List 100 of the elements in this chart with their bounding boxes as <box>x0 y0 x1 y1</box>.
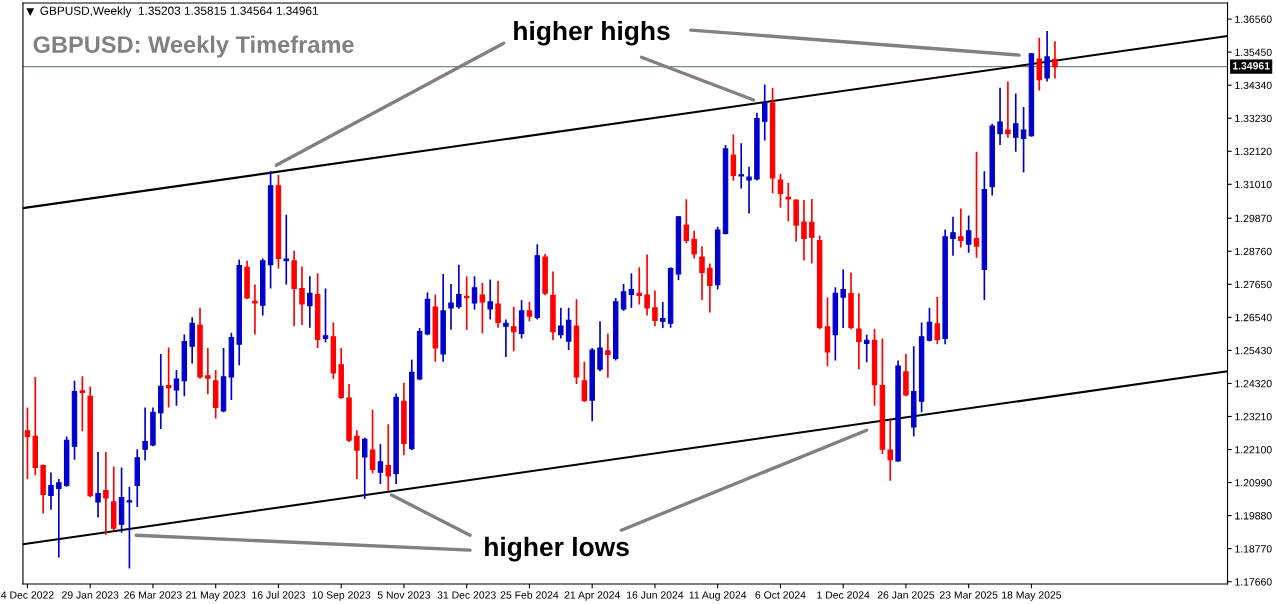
candlestick <box>526 301 533 323</box>
candlestick <box>283 213 290 286</box>
y-tick-label: 1.33230 <box>1235 114 1272 123</box>
candlestick <box>558 306 564 340</box>
x-tick-label: 21 Apr 2024 <box>564 591 620 601</box>
x-tick-label: 11 Aug 2024 <box>689 591 747 601</box>
candlestick <box>620 283 627 312</box>
candlestick <box>189 316 195 365</box>
candlestick <box>997 87 1003 146</box>
candlestick <box>628 272 635 309</box>
candlestick <box>707 262 713 314</box>
candlestick <box>965 214 972 254</box>
x-tick-label: 26 Mar 2023 <box>124 591 182 599</box>
candlestick <box>95 451 101 519</box>
candlestick <box>934 295 941 345</box>
x-tick-label: 4 Dec 2022 <box>1 591 54 599</box>
x-tick-label: 26 Jan 2025 <box>877 591 935 599</box>
y-tick-label: 1.18770 <box>1235 545 1272 553</box>
candlestick <box>809 198 815 265</box>
x-tick-label: 25 Feb 2024 <box>500 591 559 599</box>
x-tick-label: 5 Nov 2023 <box>377 591 431 599</box>
candlestick <box>1036 37 1043 92</box>
text: GBPUSD: Weekly Timeframe <box>33 35 354 58</box>
candlestick <box>605 332 611 379</box>
x-tick-label: 29 Jan 2023 <box>62 591 119 599</box>
candlestick <box>644 253 650 317</box>
x-tick-label: 10 Sep 2023 <box>312 591 371 601</box>
candlestick <box>887 419 893 482</box>
candlestick <box>950 215 956 257</box>
candlestick <box>79 375 86 433</box>
candlestick <box>1005 80 1011 139</box>
candlestick <box>785 181 792 223</box>
candlestick <box>565 306 572 351</box>
x-tick-label: 1 Dec 2024 <box>817 591 870 599</box>
y-tick-label: 1.19880 <box>1235 512 1272 520</box>
annotation: higher lows <box>485 536 629 562</box>
y-tick-label: 1.35450 <box>1235 48 1272 57</box>
candlestick <box>973 151 980 259</box>
candlestick <box>597 320 603 373</box>
candlestick <box>730 133 737 182</box>
candlestick <box>856 292 862 370</box>
candlestick <box>56 478 62 559</box>
y-tick-label: 1.27650 <box>1235 280 1272 289</box>
candlestick <box>660 301 666 329</box>
candlestick <box>801 199 807 262</box>
y-tick-label: 1.28760 <box>1235 247 1272 256</box>
x-tick-label: 6 Oct 2024 <box>755 591 806 599</box>
y-tick-label: 1.24320 <box>1235 379 1272 388</box>
annotation: higher highs <box>514 20 670 46</box>
candlestick <box>322 287 329 344</box>
candlestick <box>840 268 846 329</box>
candlestick <box>471 275 478 311</box>
candlestick <box>487 278 493 321</box>
candlestick <box>24 406 31 480</box>
candlestick <box>903 353 909 398</box>
candlestick <box>1044 30 1050 83</box>
candlestick <box>299 265 305 326</box>
candlestick <box>307 275 313 329</box>
candlestick <box>581 360 588 403</box>
annotation: GBPUSD,Weekly 1.35203 1.35815 1.34564 1.34961 <box>40 6 318 18</box>
y-tick-label: 1.22100 <box>1235 446 1272 454</box>
candlestick <box>518 299 525 340</box>
candlestick <box>1020 106 1027 174</box>
x-tick-label: 21 May 2023 <box>186 591 246 601</box>
candlestick <box>683 198 690 245</box>
candlestick <box>777 173 784 209</box>
candlestick <box>385 423 391 492</box>
candlestick <box>103 451 109 536</box>
candlestick <box>142 406 148 462</box>
x-tick-label: 23 Mar 2025 <box>939 591 998 599</box>
candlestick <box>448 283 454 331</box>
candlestick <box>738 142 744 190</box>
candlestick <box>699 245 705 301</box>
y-tick-label: 1.25430 <box>1235 346 1272 355</box>
y-tick-label: 1.32120 <box>1235 147 1272 156</box>
y-tick-label: 1.23210 <box>1235 412 1272 421</box>
y-tick-label: 1.36560 <box>1235 15 1272 23</box>
y-tick-label: 1.26540 <box>1235 313 1272 322</box>
candlestick <box>746 165 752 215</box>
y-tick-label: 1.20990 <box>1235 479 1272 487</box>
candlestick <box>377 443 384 485</box>
candlestick <box>361 436 368 500</box>
candlestick <box>252 283 258 336</box>
candlestick <box>456 263 462 310</box>
candlestick <box>1052 40 1058 80</box>
x-tick-label: 16 Jun 2024 <box>627 591 684 599</box>
x-tick-label: 18 May 2025 <box>1002 591 1062 601</box>
x-tick-label: 31 Dec 2023 <box>437 591 496 599</box>
ref-line-label: 1.34961 <box>1232 62 1270 70</box>
candlestick <box>354 429 360 480</box>
y-tick-label: 1.17660 <box>1235 578 1272 586</box>
candlestick <box>369 408 376 475</box>
candlestick <box>636 266 642 306</box>
candlestick <box>479 281 486 335</box>
candlestick <box>463 275 470 331</box>
candlestick <box>511 305 517 353</box>
candlestick <box>762 83 768 142</box>
candlestick <box>691 229 697 260</box>
candlestick <box>958 207 964 249</box>
candlestick <box>926 306 933 343</box>
